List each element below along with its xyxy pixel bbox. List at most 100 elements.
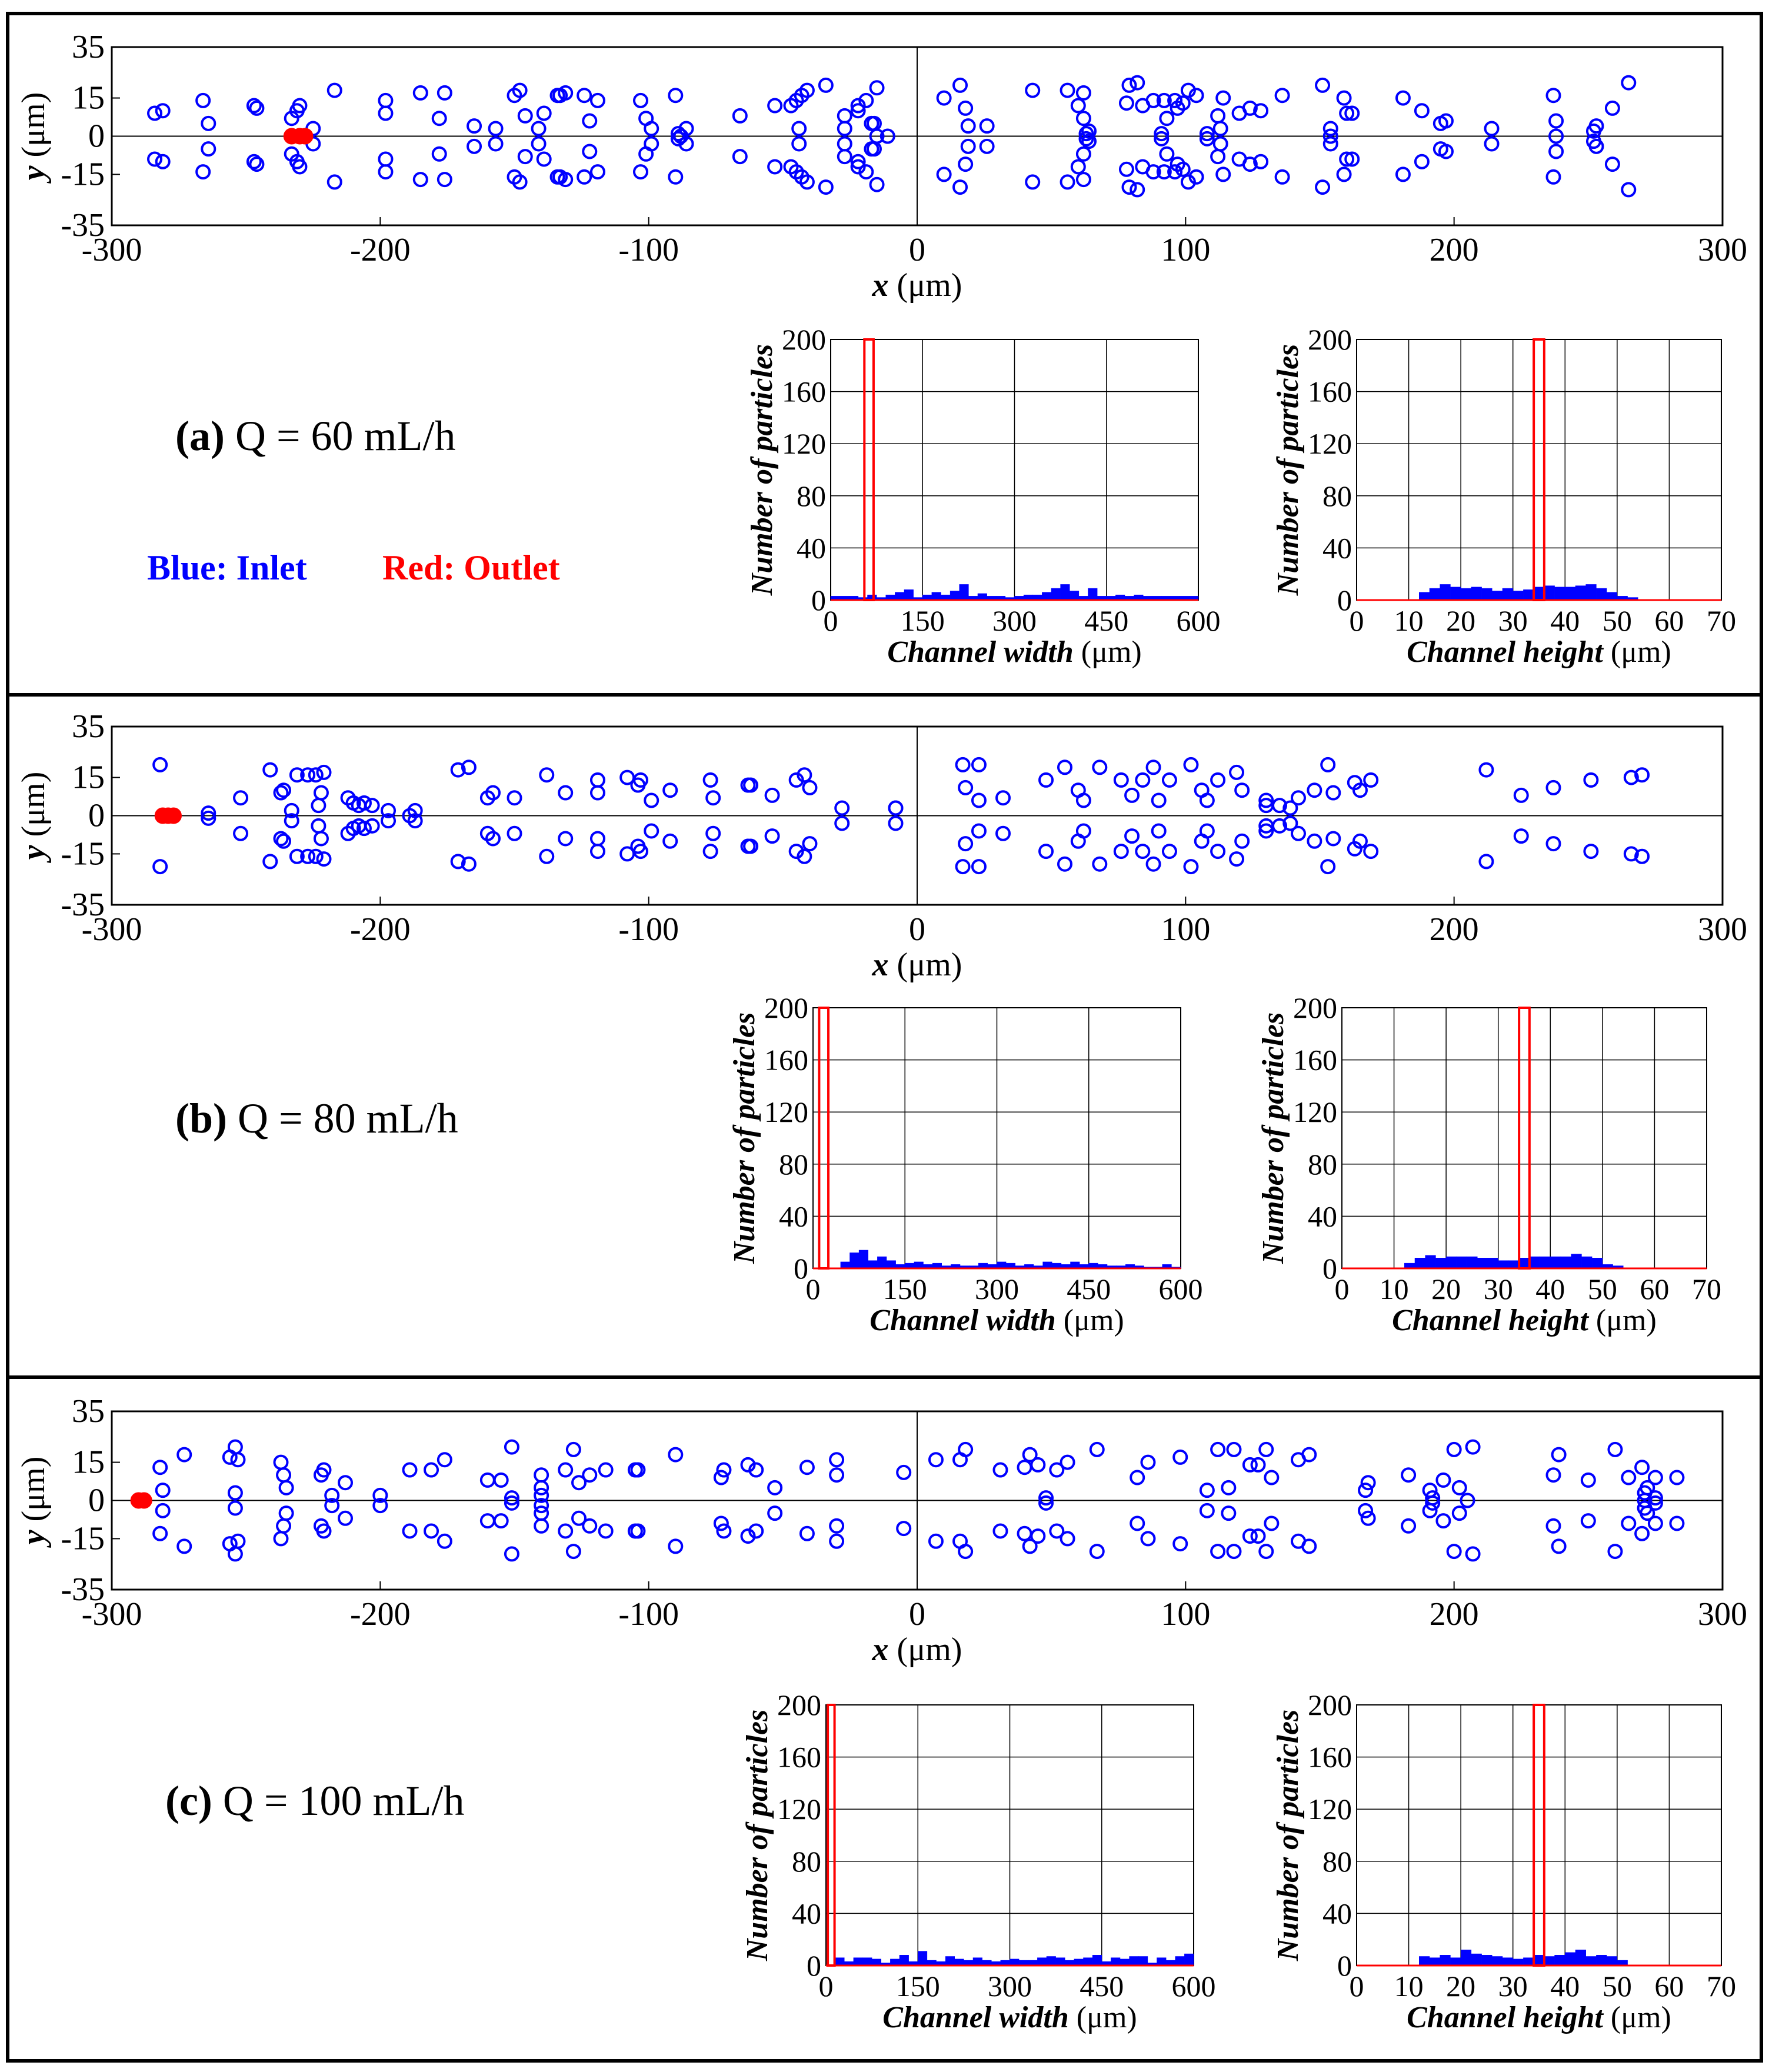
inlet-point bbox=[230, 1452, 246, 1468]
y-tick-label: 200 bbox=[777, 1688, 821, 1721]
y-tick-label: 40 bbox=[797, 531, 826, 564]
x-tick-label: 300 bbox=[1698, 1596, 1747, 1633]
y-tick-label: 160 bbox=[1308, 1741, 1352, 1774]
y-tick-label: 200 bbox=[764, 991, 808, 1024]
inlet-point bbox=[834, 800, 850, 816]
x-axis-label-unit: (μm) bbox=[1074, 635, 1142, 669]
inlet-point bbox=[300, 848, 316, 864]
inlet-point bbox=[952, 179, 968, 195]
inlet-point bbox=[869, 176, 885, 192]
x-tick-label: 0 bbox=[824, 604, 838, 637]
inlet-point bbox=[936, 166, 952, 182]
inlet-bar bbox=[1435, 1258, 1447, 1269]
outlet-point bbox=[165, 807, 182, 824]
inlet-point bbox=[668, 1538, 684, 1554]
inlet-point bbox=[1545, 1518, 1561, 1534]
inlet-point bbox=[1604, 100, 1620, 116]
y-tick-label: 15 bbox=[72, 80, 105, 116]
inlet-point bbox=[273, 785, 289, 801]
inlet-point bbox=[799, 174, 815, 190]
inlet-point bbox=[1451, 1480, 1467, 1495]
inlet-bar bbox=[904, 589, 914, 601]
inlet-point bbox=[1121, 77, 1137, 93]
inlet-point bbox=[558, 1523, 574, 1539]
inlet-point bbox=[1669, 1470, 1685, 1485]
inlet-point bbox=[364, 798, 380, 814]
inlet-point bbox=[1301, 1447, 1317, 1463]
inlet-point bbox=[485, 831, 501, 847]
y-tick-label: 200 bbox=[1293, 991, 1337, 1024]
inlet-bar bbox=[877, 1256, 887, 1269]
inlet-bar bbox=[1502, 1957, 1513, 1966]
inlet-point bbox=[1130, 182, 1145, 198]
inlet-point bbox=[866, 115, 882, 131]
x-axis-label: Channel height (μm) bbox=[1392, 1304, 1657, 1337]
y-tick-label: 0 bbox=[1322, 1252, 1337, 1285]
inlet-bar bbox=[899, 1955, 909, 1966]
y-tick-label: 15 bbox=[72, 1444, 105, 1481]
inlet-point bbox=[1438, 144, 1454, 159]
x-tick-label: 0 bbox=[909, 1596, 925, 1633]
axis-label: y (μm) bbox=[15, 92, 52, 184]
inlet-point bbox=[577, 88, 592, 104]
inlet-bar bbox=[840, 1261, 850, 1269]
inlet-point bbox=[1113, 772, 1129, 788]
inlet-point bbox=[412, 85, 428, 101]
x-axis-label-name: Channel width bbox=[882, 2001, 1068, 2034]
inlet-point bbox=[300, 767, 316, 783]
inlet-point bbox=[799, 1460, 815, 1475]
inlet-bar bbox=[1083, 1957, 1093, 1966]
inlet-point bbox=[1352, 833, 1368, 849]
inlet-point bbox=[278, 1505, 294, 1521]
inlet-point bbox=[1242, 156, 1258, 172]
inlet-point bbox=[1513, 787, 1529, 803]
inlet-point bbox=[797, 848, 812, 864]
inlet-point bbox=[1022, 1447, 1038, 1463]
inlet-point bbox=[1151, 792, 1167, 808]
inlet-point bbox=[407, 813, 423, 829]
inlet-point bbox=[1621, 1515, 1637, 1531]
x-tick-label: 70 bbox=[1692, 1272, 1721, 1305]
inlet-point bbox=[1092, 856, 1108, 872]
inlet-point bbox=[1121, 179, 1137, 195]
axis-label: x (μm) bbox=[872, 947, 962, 983]
axis-label-var: x bbox=[872, 1631, 889, 1668]
inlet-point bbox=[1634, 1525, 1650, 1541]
x-tick-label: 50 bbox=[1588, 1272, 1617, 1305]
inlet-point bbox=[437, 1533, 452, 1549]
inlet-point bbox=[1290, 825, 1306, 841]
axis-label: y (μm) bbox=[15, 1457, 52, 1548]
inlet-point bbox=[1159, 146, 1175, 162]
inlet-point bbox=[958, 1544, 974, 1560]
y-tick-label: 0 bbox=[88, 118, 105, 155]
y-tick-label: 0 bbox=[88, 1483, 105, 1519]
inlet-point bbox=[1183, 757, 1199, 772]
x-tick-label: 60 bbox=[1640, 1272, 1669, 1305]
y-axis-label: Number of particles bbox=[745, 344, 779, 597]
inlet-point bbox=[1548, 144, 1564, 159]
inlet-point bbox=[960, 118, 976, 134]
inlet-bar bbox=[1565, 1952, 1576, 1966]
inlet-point bbox=[324, 1487, 340, 1503]
inlet-point bbox=[888, 815, 904, 831]
inlet-bar bbox=[1596, 588, 1607, 601]
x-axis-label: Channel width (μm) bbox=[869, 1304, 1124, 1337]
inlet-bar bbox=[1560, 1256, 1571, 1269]
inlet-bar bbox=[1523, 1957, 1534, 1966]
inlet-point bbox=[582, 144, 598, 159]
inlet-point bbox=[402, 1523, 418, 1539]
inlet-point bbox=[233, 825, 249, 841]
inlet-point bbox=[1647, 1470, 1663, 1485]
inlet-point bbox=[1135, 772, 1151, 788]
inlet-point bbox=[837, 121, 852, 136]
inlet-point bbox=[1081, 123, 1097, 139]
y-axis-label: Number of particles bbox=[1257, 1012, 1290, 1265]
inlet-point bbox=[866, 141, 882, 157]
inlet-bar bbox=[1051, 588, 1061, 601]
y-tick-label: -15 bbox=[61, 1520, 105, 1557]
inlet-point bbox=[829, 1518, 845, 1534]
inlet-point bbox=[896, 1464, 912, 1480]
inlet-point bbox=[644, 136, 659, 152]
inlet-bar bbox=[1467, 1256, 1478, 1269]
inlet-point bbox=[1325, 831, 1341, 847]
